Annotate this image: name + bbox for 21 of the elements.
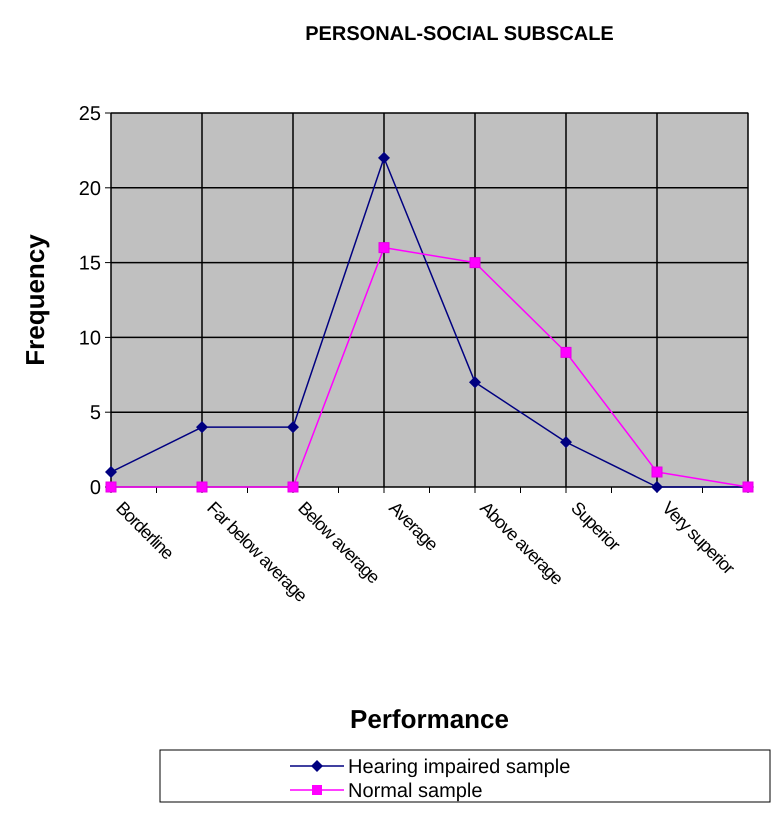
point — [470, 257, 480, 268]
legend-label: Hearing impaired sample — [348, 756, 570, 778]
point — [560, 346, 572, 358]
y-tick-label: 20 — [78, 178, 101, 200]
point — [560, 436, 572, 448]
y-tick-label: 10 — [78, 327, 101, 350]
point — [378, 152, 390, 164]
chart-title: PERSONAL-SOCIAL SUBSCALE — [305, 23, 614, 45]
x-axis-title: Performance — [350, 704, 509, 734]
point — [287, 421, 299, 434]
y-axis-title: Frequency — [20, 234, 50, 366]
legend-label: Normal sample — [348, 780, 482, 802]
point — [196, 421, 208, 434]
y-tick-label: 15 — [78, 252, 101, 275]
point — [469, 376, 481, 388]
y-tick-label: 0 — [90, 477, 101, 499]
point — [378, 242, 390, 254]
y-tick-label: 25 — [78, 103, 101, 125]
point — [652, 466, 662, 478]
point — [105, 466, 117, 478]
y-tick-label: 5 — [90, 402, 101, 424]
